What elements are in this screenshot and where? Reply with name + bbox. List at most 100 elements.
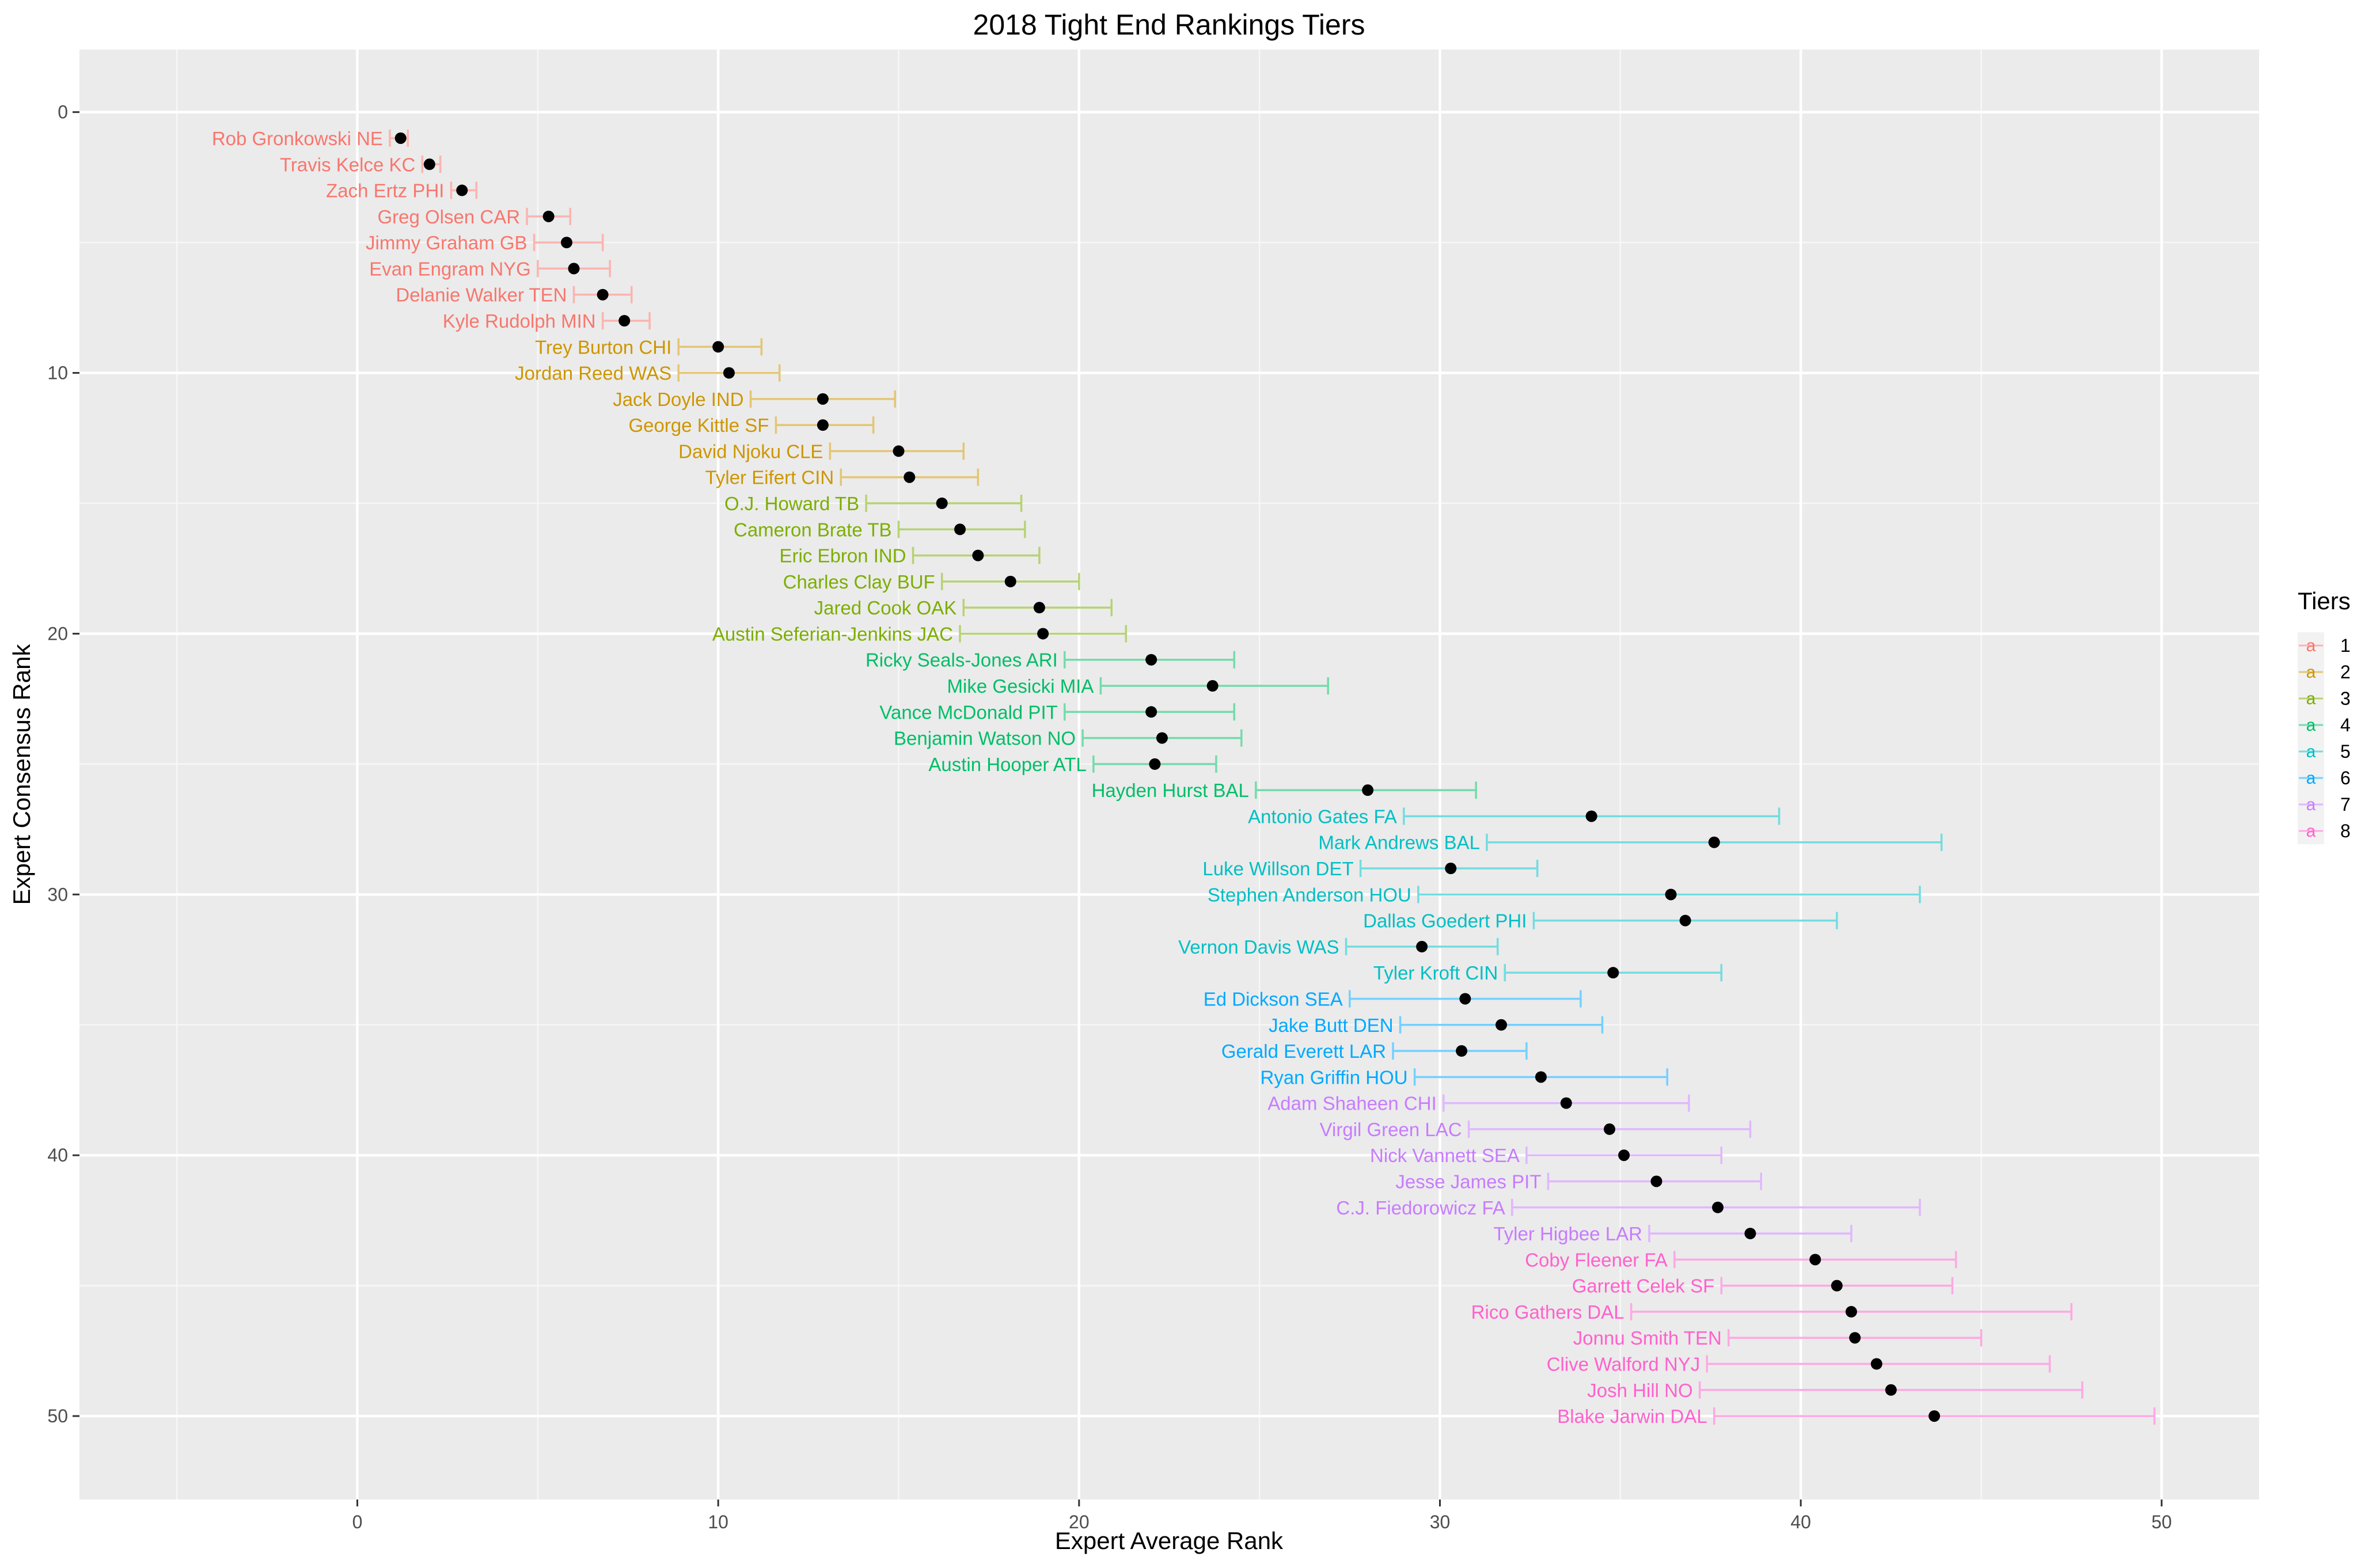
data-point (1033, 602, 1045, 614)
player-label: Delanie Walker TEN (396, 284, 567, 306)
player-label: Adam Shaheen CHI (1267, 1093, 1437, 1114)
data-point (1885, 1384, 1897, 1396)
player-label: Virgil Green LAC (1320, 1119, 1462, 1140)
player-label: Austin Hooper ATL (928, 754, 1087, 775)
player-label: Charles Clay BUF (783, 571, 935, 593)
data-point (723, 367, 735, 379)
data-point (1416, 940, 1428, 952)
legend-label: 1 (2340, 635, 2351, 656)
data-point (904, 471, 916, 483)
player-label: Mark Andrews BAL (1318, 832, 1480, 853)
data-point (1845, 1305, 1857, 1318)
chart-title: 2018 Tight End Rankings Tiers (973, 9, 1365, 41)
player-label: Nick Vannett SEA (1370, 1145, 1520, 1166)
player-label: Kyle Rudolph MIN (443, 310, 596, 332)
legend-label: 5 (2340, 741, 2351, 762)
data-point (560, 237, 572, 249)
data-point (893, 445, 905, 457)
player-label: David Njoku CLE (678, 441, 823, 462)
player-label: Evan Engram NYG (369, 258, 531, 279)
legend-key-glyph: a (2306, 769, 2316, 788)
data-point (1145, 706, 1157, 718)
x-tick-label: 10 (708, 1512, 728, 1532)
data-point (817, 393, 829, 405)
data-point (1929, 1410, 1941, 1422)
data-point (1149, 758, 1161, 770)
player-label: Josh Hill NO (1587, 1380, 1692, 1401)
x-tick-label: 30 (1430, 1512, 1451, 1532)
legend-key-glyph: a (2306, 795, 2316, 814)
x-tick-label: 40 (1790, 1512, 1811, 1532)
data-point (1362, 784, 1374, 796)
data-point (1604, 1123, 1616, 1135)
data-point (1156, 732, 1168, 744)
legend-label: 4 (2340, 715, 2351, 735)
y-tick-label: 50 (47, 1406, 68, 1426)
player-label: Vernon Davis WAS (1178, 936, 1339, 958)
player-label: Jared Cook OAK (814, 597, 957, 618)
data-point (1445, 863, 1457, 875)
player-label: Jesse James PIT (1395, 1171, 1541, 1192)
legend-label: 6 (2340, 768, 2351, 788)
x-tick-label: 0 (352, 1512, 363, 1532)
player-label: Hayden Hurst BAL (1092, 780, 1249, 801)
data-point (542, 210, 555, 222)
player-label: Trey Burton CHI (535, 336, 671, 358)
y-tick-label: 30 (47, 884, 68, 905)
legend-key-glyph: a (2306, 689, 2316, 708)
data-point (1665, 889, 1677, 901)
player-label: Luke Willson DET (1202, 858, 1353, 879)
y-axis-ticks: 0 10 20 30 40 50 (47, 102, 79, 1426)
data-point (1004, 575, 1016, 587)
player-label: Stephen Anderson HOU (1208, 884, 1411, 905)
data-point (1650, 1175, 1662, 1187)
data-point (394, 132, 407, 144)
data-point (1585, 810, 1597, 822)
player-label: Mike Gesicki MIA (947, 675, 1094, 697)
data-point (1831, 1280, 1843, 1292)
data-point (712, 341, 724, 353)
player-label: C.J. Fiedorowicz FA (1336, 1197, 1505, 1218)
data-point (1206, 680, 1219, 692)
data-point (568, 263, 580, 275)
player-label: Eric Ebron IND (780, 545, 906, 567)
data-point (618, 314, 631, 327)
data-point (1607, 967, 1619, 979)
y-tick-label: 20 (47, 623, 68, 644)
legend-items: a 1a 2a 3a 4a 5a 6a 7a 8 (2298, 632, 2351, 844)
data-point (1712, 1201, 1724, 1213)
player-label: Rob Gronkowski NE (212, 128, 383, 149)
y-axis-title: Expert Consensus Rank (8, 644, 35, 905)
player-label: Gerald Everett LAR (1221, 1041, 1386, 1062)
data-point (1535, 1071, 1547, 1083)
data-point (1037, 628, 1049, 640)
data-point (972, 549, 984, 561)
player-label: Rico Gathers DAL (1471, 1301, 1624, 1323)
player-label: Tyler Kroft CIN (1373, 962, 1498, 984)
data-point (1708, 836, 1720, 848)
player-label: Jack Doyle IND (613, 389, 743, 410)
data-point (1456, 1045, 1468, 1057)
player-label: Tyler Higbee LAR (1493, 1223, 1642, 1244)
legend-key-glyph: a (2306, 822, 2316, 841)
data-point (423, 158, 435, 170)
y-tick-label: 40 (47, 1145, 68, 1166)
legend-key-glyph: a (2306, 663, 2316, 682)
x-tick-label: 20 (1069, 1512, 1090, 1532)
player-label: Coby Fleener FA (1525, 1249, 1668, 1270)
x-axis-title: Expert Average Rank (1055, 1527, 1284, 1554)
data-point (597, 288, 609, 301)
player-label: Jimmy Graham GB (366, 232, 527, 253)
player-label: Jonnu Smith TEN (1573, 1327, 1722, 1349)
data-point (1495, 1019, 1508, 1031)
minor-gridlines (79, 50, 2259, 1500)
legend-title: Tiers (2298, 587, 2351, 614)
legend-label: 7 (2340, 794, 2351, 815)
player-label: Ryan Griffin HOU (1261, 1066, 1408, 1088)
player-label: O.J. Howard TB (724, 493, 859, 514)
